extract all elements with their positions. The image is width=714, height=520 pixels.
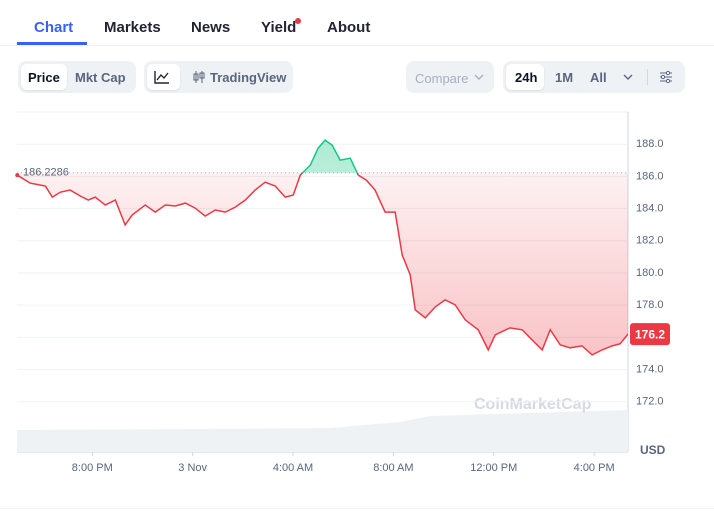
compare-dropdown[interactable]: Compare bbox=[406, 61, 494, 93]
area-down bbox=[17, 172, 628, 355]
bottom-strip bbox=[0, 508, 714, 520]
range-toggle: 24h 1M All bbox=[503, 61, 685, 93]
tab[interactable]: About bbox=[327, 19, 371, 36]
chevron bbox=[474, 74, 484, 80]
tab[interactable]: News bbox=[191, 19, 231, 36]
start-dot bbox=[15, 173, 20, 178]
x-tick-label: 8:00 PM bbox=[72, 462, 113, 474]
notification-dot bbox=[295, 18, 301, 24]
y-tick-label: 180.0 bbox=[636, 267, 664, 279]
settings-icon[interactable] bbox=[659, 70, 673, 84]
metric-toggle: Price Mkt Cap bbox=[18, 61, 136, 93]
x-tick-label: 8:00 AM bbox=[373, 462, 413, 474]
y-tick-label: 184.0 bbox=[636, 202, 664, 214]
volume-area bbox=[17, 410, 628, 452]
price-line-down bbox=[17, 172, 628, 356]
y-tick-label: 188.0 bbox=[636, 138, 664, 150]
tradingview-button[interactable]: TradingView bbox=[210, 70, 287, 85]
tab[interactable]: Markets bbox=[104, 19, 161, 36]
last-price-label: 176.2 bbox=[635, 327, 665, 341]
candle-icon bbox=[193, 71, 205, 83]
chart-style: TradingView bbox=[144, 61, 293, 93]
chevron bbox=[623, 74, 633, 80]
x-tick-label: 4:00 PM bbox=[574, 462, 615, 474]
toggle-option[interactable]: Mkt Cap bbox=[75, 70, 126, 85]
tab-underline bbox=[17, 42, 87, 45]
y-tick-label: 172.0 bbox=[636, 396, 664, 408]
line-icon[interactable] bbox=[154, 70, 170, 84]
tab[interactable]: Chart bbox=[34, 19, 74, 36]
area-up bbox=[302, 140, 358, 173]
compare-label: Compare bbox=[415, 71, 469, 86]
x-tick-label: 12:00 PM bbox=[470, 462, 517, 474]
range-option[interactable]: 1M bbox=[555, 70, 574, 85]
y-tick-label: 186.0 bbox=[636, 170, 664, 182]
range-option[interactable]: 24h bbox=[515, 70, 538, 85]
range-option[interactable]: All bbox=[590, 70, 607, 85]
last-price-tag bbox=[630, 323, 670, 346]
currency-label: USD bbox=[640, 443, 666, 457]
y-tick-label: 182.0 bbox=[636, 235, 664, 247]
divider bbox=[647, 69, 648, 85]
y-tick-label: 178.0 bbox=[636, 299, 664, 311]
x-tick-label: 3 Nov bbox=[178, 462, 207, 474]
x-tick-label: 4:00 AM bbox=[273, 462, 313, 474]
price-line-up bbox=[301, 139, 358, 173]
watermark: CoinMarketCap bbox=[474, 396, 592, 413]
tab-bar: Chart Markets News Yield About bbox=[0, 0, 714, 46]
tab[interactable]: Yield bbox=[261, 19, 297, 36]
toggle-option[interactable]: Price bbox=[28, 70, 60, 85]
y-tick-label: 174.0 bbox=[636, 363, 664, 375]
